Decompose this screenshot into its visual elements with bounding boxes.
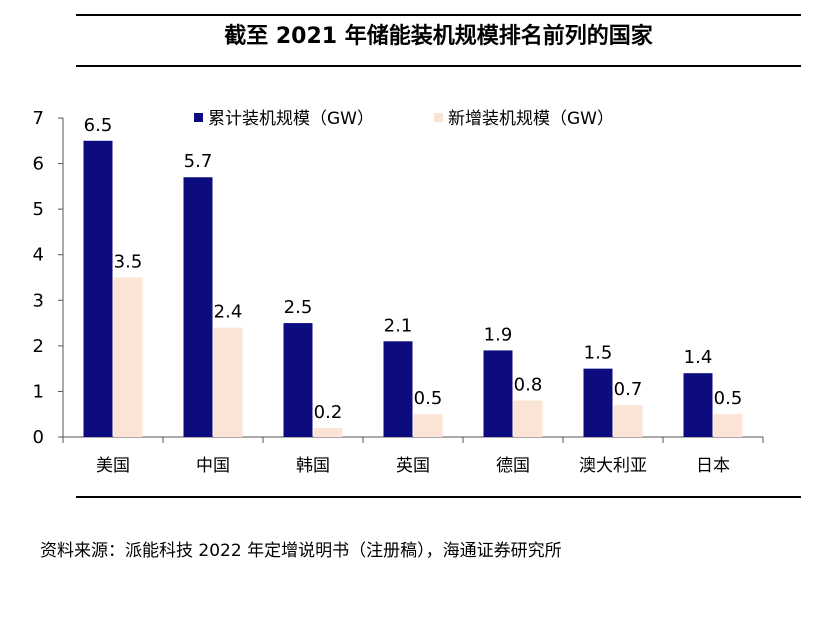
y-tick-label: 5 [33,199,44,220]
data-label-new: 0.8 [514,375,543,396]
bar-chart: 0 1 2 3 4 5 6 7 6.5 3.5 美国 5.7 2.4 中国 2.5 0.2 韩国 2.1 0.5 英国… [33,108,764,476]
y-tick-label: 3 [33,290,44,311]
bar-cumulative [183,177,213,437]
y-tick-label: 1 [33,381,44,402]
y-tick-label: 7 [33,108,44,129]
x-category-label: 德国 [496,456,530,476]
title-rule [76,65,801,67]
data-label-cumulative: 2.1 [384,315,413,336]
data-label-cumulative: 1.4 [684,347,713,368]
bar-new [513,400,543,437]
data-label-new: 0.7 [614,379,643,400]
data-label-new: 0.5 [414,388,443,409]
bottom-rule [76,496,801,498]
bar-cumulative [683,373,713,437]
top-rule [76,14,801,16]
data-label-new: 3.5 [114,252,143,273]
data-label-cumulative: 2.5 [284,297,313,318]
bar-cumulative [283,323,313,437]
y-tick-label: 2 [33,336,44,357]
data-label-new: 2.4 [214,302,243,323]
y-tick-label: 4 [33,245,44,266]
bar-cumulative [383,341,413,437]
source-note: 资料来源：派能科技 2022 年定增说明书（注册稿），海通证券研究所 [40,541,562,561]
data-label-cumulative: 6.5 [84,115,113,136]
legend-label: 新增装机规模（GW） [448,109,614,129]
x-category-label: 美国 [96,456,130,476]
chart-title: 截至 2021 年储能装机规模排名前列的国家 [224,24,653,49]
x-category-label: 韩国 [296,456,330,476]
legend-swatch [434,113,443,122]
bar-cumulative [483,350,513,437]
bar-new [113,277,143,437]
bar-cumulative [583,368,613,437]
bar-new [413,414,443,437]
bar-new [713,414,743,437]
data-label-new: 0.2 [314,402,343,423]
legend-swatch [194,113,203,122]
data-label-cumulative: 5.7 [184,151,213,172]
y-tick-label: 0 [33,427,44,448]
bar-new [313,427,343,437]
data-label-new: 0.5 [714,388,743,409]
legend-label: 累计装机规模（GW） [208,109,374,129]
data-label-cumulative: 1.5 [584,343,613,364]
x-category-label: 英国 [396,456,430,476]
x-category-label: 澳大利亚 [579,456,647,476]
x-category-label: 中国 [196,456,230,476]
bar-new [213,327,243,437]
bar-new [613,405,643,437]
x-category-label: 日本 [696,456,730,476]
bar-cumulative [83,140,113,438]
y-tick-label: 6 [33,154,44,175]
data-label-cumulative: 1.9 [484,324,513,345]
